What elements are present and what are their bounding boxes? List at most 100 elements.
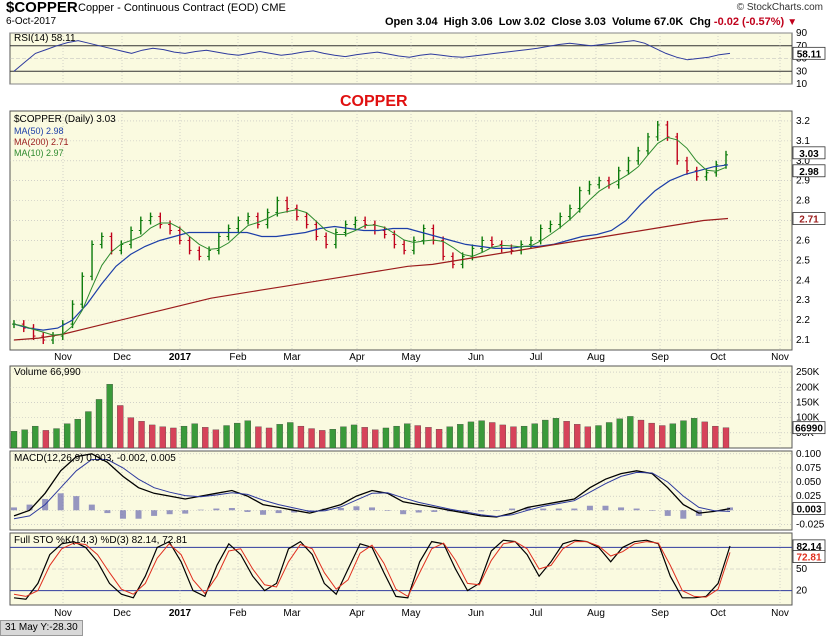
price-tick-label-0: 3.2 xyxy=(796,116,810,127)
price-x-label-2: 2017 xyxy=(169,352,192,363)
sto-x-label-7: Jun xyxy=(468,608,484,619)
volume-bar-25 xyxy=(276,424,283,449)
volume-bar-8 xyxy=(95,399,103,449)
volume-bar-34 xyxy=(372,429,379,449)
volume-bar-31 xyxy=(340,426,347,449)
price-tick-label-8: 2.4 xyxy=(796,275,810,286)
macd-histogram-9 xyxy=(151,510,158,516)
macd-histogram-43 xyxy=(680,510,687,519)
volume-tick-label-2: 150K xyxy=(796,397,820,408)
signal-line xyxy=(13,459,731,520)
volume-bar-26 xyxy=(287,422,294,449)
sto-d-badge-box xyxy=(792,550,826,563)
volume-bar-48 xyxy=(520,425,528,449)
volume-bar-39 xyxy=(425,427,432,449)
sto-x-label-8: Jul xyxy=(530,608,543,619)
sto-d-badge: 72.81 xyxy=(796,553,821,564)
volume-bar-64 xyxy=(690,418,698,449)
chart-header: $COPPER Copper - Continuous Contract (EO… xyxy=(0,0,829,30)
price-panel xyxy=(9,110,793,351)
macd-histogram-1 xyxy=(26,504,33,511)
volume-bar-22 xyxy=(244,420,251,449)
volume-bar-65 xyxy=(701,421,708,449)
volume-bar-57 xyxy=(616,418,623,449)
volume-bar-11 xyxy=(127,417,135,449)
sto-x-label-11: Oct xyxy=(710,608,726,619)
sto-x-label-5: Apr xyxy=(349,608,365,619)
macd-histogram-40 xyxy=(633,508,640,511)
macd-histogram-25 xyxy=(400,510,407,515)
macd-histogram-10 xyxy=(166,510,173,515)
price-tick-label-10: 2.2 xyxy=(796,315,810,326)
macd-histogram-29 xyxy=(462,510,469,512)
volume-bar-63 xyxy=(680,420,687,449)
volume-bar-60 xyxy=(648,422,655,449)
ma50-value-badge: 2.98 xyxy=(799,167,819,178)
sto-x-label-0: Nov xyxy=(54,608,72,619)
volume-bar-18 xyxy=(202,427,209,449)
price-tick-label-7: 2.5 xyxy=(796,255,810,266)
macd-histogram-22 xyxy=(353,506,360,511)
volume-bar-37 xyxy=(404,423,411,449)
volume-bar-24 xyxy=(265,427,273,449)
brand: © StockCharts.com xyxy=(736,2,823,13)
volume-bar-29 xyxy=(319,430,326,449)
volume-bar-40 xyxy=(435,429,443,449)
volume-bar-13 xyxy=(148,424,156,449)
symbol-description: Copper - Continuous Contract (EOD) CME xyxy=(78,2,286,14)
price-x-label-8: Jul xyxy=(530,352,543,363)
close-label: Close xyxy=(551,16,582,28)
ma50-value-badge-box xyxy=(792,164,826,178)
macd-histogram-0 xyxy=(11,507,17,511)
volume-bar-53 xyxy=(574,424,581,449)
sto-k-badge: 82.14 xyxy=(796,542,821,553)
rsi-value-badge: 58.11 xyxy=(797,49,822,60)
macd-histogram-30 xyxy=(477,510,484,512)
volume-title: Volume 66,990 xyxy=(14,367,81,378)
volume-bar-56 xyxy=(605,422,613,449)
ma200-line xyxy=(13,217,729,341)
macd-histogram-15 xyxy=(244,510,251,512)
rsi-tick-label-0: 90 xyxy=(796,28,808,39)
macd-value-badge: 0.003 xyxy=(796,505,821,516)
volume-tick-label-0: 250K xyxy=(796,367,820,378)
rsi-tick-label-4: 10 xyxy=(796,79,808,90)
volume-bar-1 xyxy=(21,429,28,449)
price-x-label-12: Nov xyxy=(771,352,789,363)
volume-bar-43 xyxy=(467,421,475,449)
legend-ma10: MA(10) 2.97 xyxy=(14,148,64,158)
macd-histogram-27 xyxy=(431,510,438,512)
rsi-title: RSI(14) 58.11 xyxy=(14,33,76,44)
volume-bar-58 xyxy=(627,416,634,449)
volume-bar-62 xyxy=(669,423,677,449)
sto-title: Full STO %K(14,3) %D(3) 82.14, 72.81 xyxy=(14,535,188,546)
volume-bar-49 xyxy=(531,423,538,449)
close-value-badge: 3.03 xyxy=(799,149,819,160)
volume-bar-36 xyxy=(393,425,400,449)
volume-bar-4 xyxy=(53,428,60,449)
price-x-label-7: Jun xyxy=(468,352,484,363)
volume-bar-44 xyxy=(478,420,485,449)
price-tick-label-1: 3.1 xyxy=(796,136,810,147)
volume-bar-52 xyxy=(563,421,570,449)
macd-histogram-12 xyxy=(197,509,204,511)
volume-bar-3 xyxy=(42,430,50,449)
ma10-line xyxy=(13,136,727,336)
sto-x-label-9: Aug xyxy=(587,608,605,619)
macd-histogram-31 xyxy=(493,510,500,511)
volume-bar-59 xyxy=(637,419,645,449)
macd-histogram-18 xyxy=(291,510,298,513)
ma50-line xyxy=(13,164,729,331)
volume-bar-20 xyxy=(223,425,230,449)
price-tick-label-11: 2.1 xyxy=(796,335,810,346)
macd-histogram-39 xyxy=(618,507,625,511)
macd-histogram-6 xyxy=(104,510,111,514)
ma200-value-badge: 2.71 xyxy=(799,215,819,226)
sto-x-label-1: Dec xyxy=(113,608,131,619)
open-label: Open xyxy=(385,16,414,28)
close-value-badge-box xyxy=(792,146,826,160)
macd-histogram-26 xyxy=(415,510,422,513)
macd-histogram-7 xyxy=(119,510,126,519)
down-arrow-icon: ▼ xyxy=(787,17,798,28)
ma200-value-badge-box xyxy=(792,212,826,225)
